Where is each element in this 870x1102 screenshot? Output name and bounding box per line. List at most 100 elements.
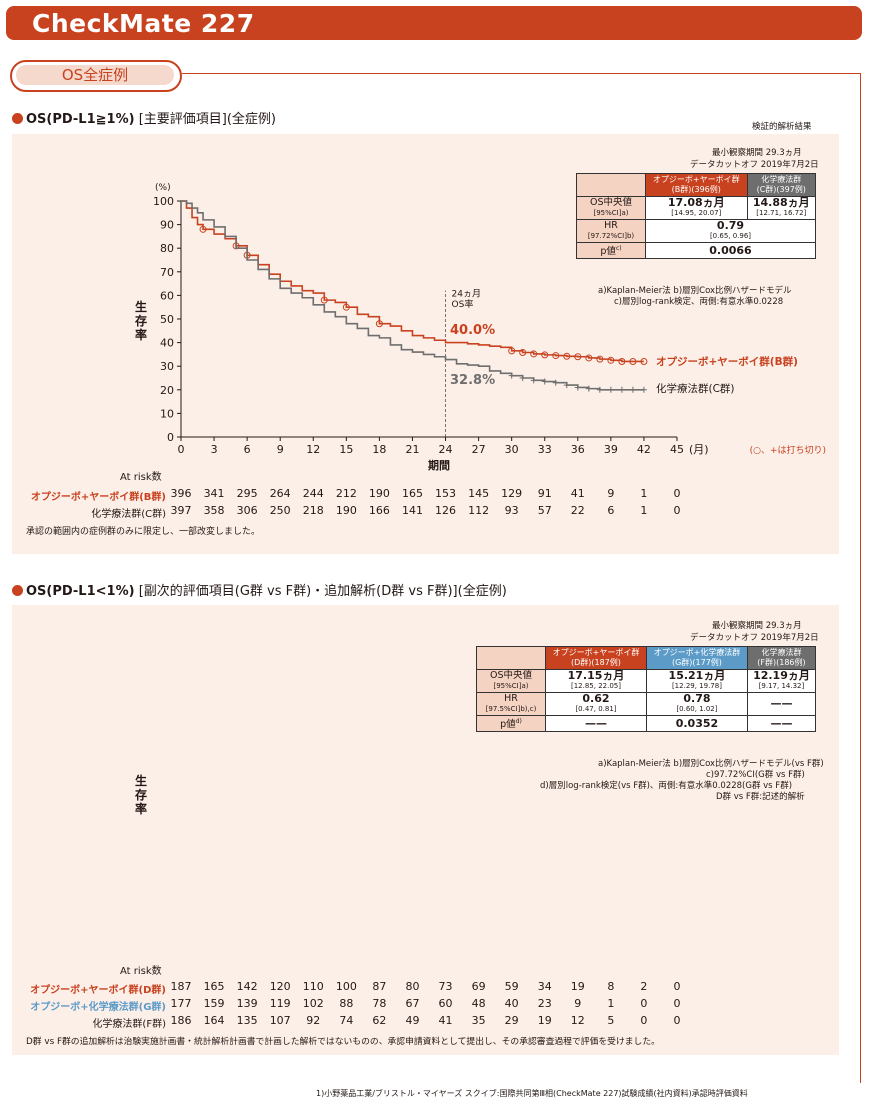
chart1-censor-circle	[530, 350, 538, 358]
chart1-censor-plus	[530, 377, 537, 384]
table1-p: 0.0066	[645, 241, 816, 260]
chart1-series-label-1: 化学療法群(C群)	[656, 382, 735, 395]
chart1-censor-circle	[640, 357, 648, 365]
chart2-risk-value: 102	[302, 997, 324, 1010]
chart1-censor-note: (○、+は打ち切り)	[750, 444, 826, 456]
table2-os-label: OS中央値 [95%CI]a)	[476, 669, 546, 693]
chart2-risk-value: 165	[203, 980, 225, 993]
chart1-censor-circle	[563, 352, 571, 360]
table1-os-b: 17.08ヵ月 [14.95, 20.07]	[645, 196, 748, 220]
chart1-risk-value: 153	[435, 487, 457, 500]
chart2-risk-value: 78	[372, 997, 387, 1010]
section-label: OS全症例	[16, 65, 174, 85]
chart1-x-tick-label: 42	[637, 443, 651, 456]
chart2-risk-value: 0	[640, 997, 648, 1010]
chart2-risk-value: 1	[607, 997, 615, 1010]
chart1-marker-24-label-2: OS率	[452, 298, 474, 310]
chart1-censor-circle	[629, 357, 637, 365]
chart1-censor-circle	[552, 352, 560, 360]
table2-p-g: 0.0352	[645, 714, 748, 733]
chart2-risk-value: 139	[236, 997, 258, 1010]
chart1-risk-value: 397	[170, 504, 192, 517]
chart1-risk-value: 0	[673, 504, 681, 517]
chart2-risk-value: 29	[504, 1014, 519, 1027]
chart1-risk-value: 295	[236, 487, 258, 500]
chart1-risk-value: 126	[435, 504, 457, 517]
divider-line	[182, 73, 860, 74]
chart1-risk-value: 9	[607, 487, 615, 500]
chart1-censor-plus	[618, 386, 625, 393]
chart1-risk-value: 112	[468, 504, 490, 517]
chart1-x-unit: (月)	[689, 443, 709, 456]
chart2-risk-value: 12	[570, 1014, 585, 1027]
chart2-heading: OS(PD-L1<1%) [副次的評価項目(G群 vs F群)・追加解析(D群 …	[12, 580, 507, 599]
chart1-censor-plus	[640, 386, 647, 393]
chart1-risk-row-label: オプジーボ+ヤーボイ群(B群)	[30, 492, 166, 503]
chart2-risk-value: 40	[504, 997, 519, 1010]
chart1-censor-circle	[342, 303, 350, 311]
chart1-risk-value: 93	[504, 504, 519, 517]
chart2-risk-value: 177	[170, 997, 192, 1010]
chart2-risk-value: 186	[170, 1014, 192, 1027]
chart2-risk-value: 0	[640, 1014, 648, 1027]
chart1-x-tick-label: 24	[439, 443, 453, 456]
chart1-risk-value: 218	[302, 504, 324, 517]
chart1-footnote-2: c)層別log-rank検定、両側:有意水準0.0228	[614, 297, 784, 307]
table1-hr: 0.79 [0.65, 0.96]	[645, 219, 816, 243]
chart2-ylabel: 生存率	[134, 774, 147, 816]
chart1-risk-value: 358	[203, 504, 225, 517]
chart1-censor-circle	[574, 353, 582, 361]
chart2-risk-value: 142	[236, 980, 258, 993]
chart2-risk-value: 62	[372, 1014, 387, 1027]
chart1-censor-plus	[607, 386, 614, 393]
chart1-y-unit: (%)	[155, 183, 171, 193]
source-citation: 1)小野薬品工業/ブリストル・マイヤーズ スクイブ:国際共同第Ⅲ相(CheckM…	[316, 1089, 748, 1098]
chart1-x-tick-label: 15	[339, 443, 353, 456]
chart2-risk-value: 87	[372, 980, 387, 993]
chart2-risk-value: 48	[471, 997, 486, 1010]
chart2-risk-value: 49	[405, 1014, 420, 1027]
chart2-risk-value: 80	[405, 980, 420, 993]
chart1-risk-value: 1	[640, 487, 648, 500]
chart1-x-tick-label: 45	[670, 443, 684, 456]
chart1-y-tick-label: 40	[160, 337, 174, 350]
chart1-x-tick-label: 27	[472, 443, 486, 456]
table2-os-d: 17.15ヵ月 [12.85, 22.05]	[545, 669, 647, 693]
chart1-x-tick-label: 30	[505, 443, 519, 456]
chart1-censor-plus	[574, 384, 581, 391]
chart1-x-tick-label: 0	[178, 443, 185, 456]
chart1-risk-value: 41	[570, 487, 585, 500]
chart1-censor-plus	[519, 375, 526, 381]
table2-hr-g: 0.78 [0.60, 1.02]	[645, 692, 748, 716]
chart1-censor-circle	[199, 225, 207, 233]
chart2-risk-value: 59	[504, 980, 519, 993]
chart1-censor-circle	[508, 347, 516, 355]
chart1-x-tick-label: 6	[244, 443, 251, 456]
chart1-risk-value: 166	[368, 504, 390, 517]
chart2-risk-value: 19	[537, 1014, 552, 1027]
chart1-series-line-1	[181, 200, 644, 391]
table1-os-c: 14.88ヵ月 [12.71, 16.72]	[746, 196, 817, 220]
chart1-censor-plus	[541, 378, 548, 385]
chart2-footnote-2: c)97.72%CI(G群 vs F群)	[706, 770, 805, 780]
chart1-y-tick-label: 100	[153, 195, 174, 208]
table2-hr-d: 0.62 [0.47, 0.81]	[545, 692, 647, 716]
chart1-censor-plus	[596, 386, 603, 393]
chart1-risk-value: 145	[468, 487, 490, 500]
chart1-datacut: データカットオフ 2019年7月2日	[690, 160, 819, 170]
chart2-risk-value: 92	[306, 1014, 321, 1027]
bullet-icon	[12, 113, 23, 124]
chart1-x-tick-label: 12	[306, 443, 320, 456]
chart2-risk-row-label: オプジーボ+ヤーボイ群(D群)	[30, 985, 166, 996]
chart2-title: OS(PD-L1<1%)	[26, 584, 135, 599]
chart1-risk-value: 244	[302, 487, 324, 500]
chart1-y-tick-label: 30	[160, 360, 174, 373]
chart1-summary-table: オプジーボ+ヤーボイ群 (B群)(396例) 化学療法群 (C群)(397例) OS…	[576, 173, 817, 260]
bullet-icon	[12, 585, 23, 596]
chart1-risk-value: 264	[269, 487, 291, 500]
chart1-risk-value: 141	[401, 504, 423, 517]
chart1-risk-value: 250	[269, 504, 291, 517]
chart1-censor-circle	[519, 349, 527, 357]
chart1-y-tick-label: 20	[160, 384, 174, 397]
chart1-risk-value: 212	[335, 487, 357, 500]
